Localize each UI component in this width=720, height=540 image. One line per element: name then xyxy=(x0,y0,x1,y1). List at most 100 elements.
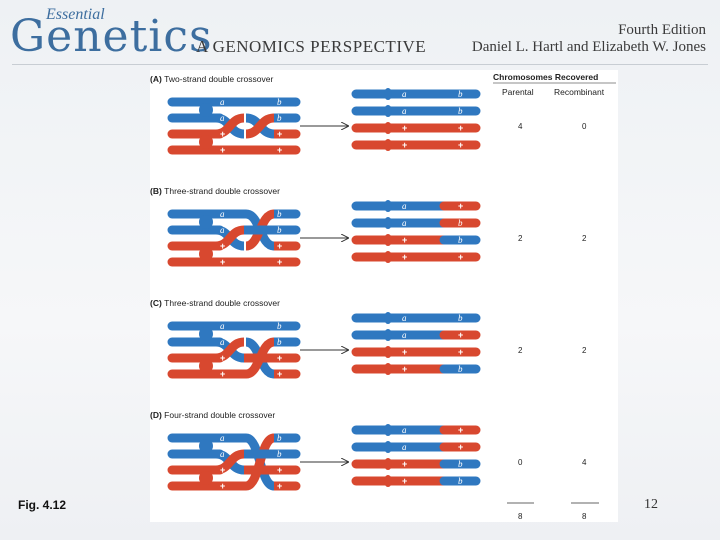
centromere xyxy=(384,363,392,375)
recovered-allele-right: b xyxy=(458,89,463,99)
edition-block: Fourth Edition Daniel L. Hartl and Eliza… xyxy=(472,22,706,56)
recombinant-count: 2 xyxy=(582,346,587,355)
recovered-allele-left: + xyxy=(402,347,407,357)
allele-left: a xyxy=(220,433,225,443)
centromere-red xyxy=(199,471,213,485)
allele-right: b xyxy=(277,433,282,443)
centromere xyxy=(384,475,392,487)
col-recombinant: Recombinant xyxy=(554,87,605,97)
recovered-allele-right: + xyxy=(458,252,463,262)
recombinant-count: 4 xyxy=(582,458,587,467)
total-recombinant: 8 xyxy=(582,512,587,521)
recovered-allele-left: a xyxy=(402,89,407,99)
recovered-allele-right: + xyxy=(458,442,463,452)
centromere xyxy=(384,88,392,100)
allele-left: + xyxy=(220,257,225,267)
allele-right: + xyxy=(277,241,282,251)
allele-left: + xyxy=(220,465,225,475)
crossover-strand xyxy=(245,113,275,139)
centromere xyxy=(384,251,392,263)
recovered-chromosome: + b xyxy=(351,363,481,375)
allele-right: b xyxy=(277,113,282,123)
recovered-allele-right: + xyxy=(458,330,463,340)
centromere-blue xyxy=(199,439,213,453)
col-parental: Parental xyxy=(502,87,534,97)
recovered-allele-right: + xyxy=(458,425,463,435)
recovered-chromosome: a + xyxy=(351,200,481,212)
recovered-chromosome: + b xyxy=(351,458,481,470)
allele-right: + xyxy=(277,465,282,475)
recovered-allele-right: b xyxy=(458,218,463,228)
allele-right: + xyxy=(277,353,282,363)
brand-subtitle: A GENOMICS PERSPECTIVE xyxy=(196,37,427,56)
parental-count: 2 xyxy=(518,234,523,243)
recombinant-count: 0 xyxy=(582,122,587,131)
recovered-allele-right: b xyxy=(458,106,463,116)
recovered-allele-left: + xyxy=(402,140,407,150)
centromere xyxy=(384,139,392,151)
recovered-chromosome: + b xyxy=(351,234,481,246)
allele-right: + xyxy=(277,257,282,267)
centromere xyxy=(384,105,392,117)
allele-left: a xyxy=(220,225,225,235)
recovered-allele-left: + xyxy=(402,459,407,469)
allele-right: + xyxy=(277,369,282,379)
centromere xyxy=(384,441,392,453)
recovered-allele-right: b xyxy=(458,476,463,486)
recovered-allele-left: a xyxy=(402,106,407,116)
allele-right: b xyxy=(277,321,282,331)
recovered-allele-right: + xyxy=(458,123,463,133)
allele-right: + xyxy=(277,129,282,139)
allele-left: + xyxy=(220,129,225,139)
recovered-allele-left: a xyxy=(402,313,407,323)
recovered-allele-right: b xyxy=(458,459,463,469)
crossover-strand xyxy=(215,225,245,251)
allele-left: a xyxy=(220,337,225,347)
centromere-red xyxy=(199,135,213,149)
recovered-chromosome: + + xyxy=(351,346,481,358)
allele-left: + xyxy=(220,369,225,379)
panel-heading: (D) Four-strand double crossover xyxy=(150,410,275,420)
recovered-allele-right: b xyxy=(458,313,463,323)
allele-left: a xyxy=(220,97,225,107)
centromere-red xyxy=(199,359,213,373)
recovered-allele-right: b xyxy=(458,364,463,374)
allele-right: + xyxy=(277,145,282,155)
recovered-allele-right: + xyxy=(458,347,463,357)
header-divider xyxy=(12,64,708,65)
centromere xyxy=(384,200,392,212)
centromere xyxy=(384,329,392,341)
parental-count: 2 xyxy=(518,346,523,355)
allele-right: b xyxy=(277,449,282,459)
crossover-strand xyxy=(215,113,245,139)
recovered-allele-left: + xyxy=(402,252,407,262)
crossover-strand xyxy=(215,449,245,475)
recovered-allele-right: + xyxy=(458,201,463,211)
recovered-allele-left: + xyxy=(402,235,407,245)
centromere xyxy=(384,217,392,229)
recovered-allele-left: a xyxy=(402,442,407,452)
parental-count: 4 xyxy=(518,122,523,131)
centromere xyxy=(384,424,392,436)
brand-title: Genetics xyxy=(10,11,213,62)
allele-left: + xyxy=(220,145,225,155)
recombinant-count: 2 xyxy=(582,234,587,243)
allele-right: b xyxy=(277,209,282,219)
allele-right: b xyxy=(277,225,282,235)
page-number: 12 xyxy=(644,497,658,512)
recovered-allele-left: + xyxy=(402,364,407,374)
recovered-allele-left: a xyxy=(402,201,407,211)
recovered-chromosome: + + xyxy=(351,122,481,134)
parental-count: 0 xyxy=(518,458,523,467)
recovered-allele-left: a xyxy=(402,330,407,340)
recovered-chromosome: a + xyxy=(351,329,481,341)
brand-small: Essential xyxy=(46,6,105,23)
centromere xyxy=(384,346,392,358)
recovered-chromosome: a + xyxy=(351,441,481,453)
panel-heading: (B) Three-strand double crossover xyxy=(150,186,280,196)
centromere xyxy=(384,312,392,324)
